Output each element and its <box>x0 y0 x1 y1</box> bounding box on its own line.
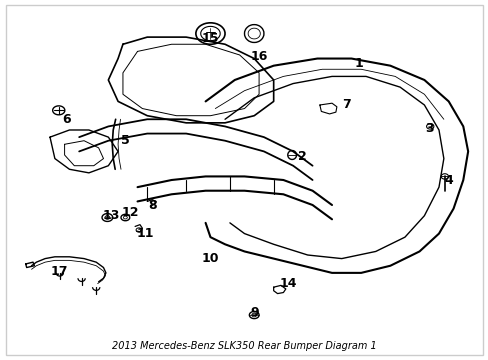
Text: 2: 2 <box>298 150 306 163</box>
Text: 3: 3 <box>424 122 433 135</box>
Text: 16: 16 <box>250 50 267 63</box>
Text: 6: 6 <box>62 113 71 126</box>
Text: 8: 8 <box>147 198 156 212</box>
Text: 2013 Mercedes-Benz SLK350 Rear Bumper Diagram 1: 2013 Mercedes-Benz SLK350 Rear Bumper Di… <box>112 342 376 351</box>
Text: 1: 1 <box>354 57 363 71</box>
Text: 7: 7 <box>342 99 350 112</box>
Text: 4: 4 <box>444 174 452 186</box>
Text: 14: 14 <box>279 277 296 290</box>
Text: 15: 15 <box>202 32 219 45</box>
Text: 11: 11 <box>136 227 153 240</box>
Text: 12: 12 <box>121 206 139 219</box>
Text: 10: 10 <box>202 252 219 265</box>
Text: 9: 9 <box>249 306 258 319</box>
Text: 13: 13 <box>102 209 119 222</box>
Text: 17: 17 <box>51 265 68 278</box>
Text: 5: 5 <box>121 134 129 147</box>
